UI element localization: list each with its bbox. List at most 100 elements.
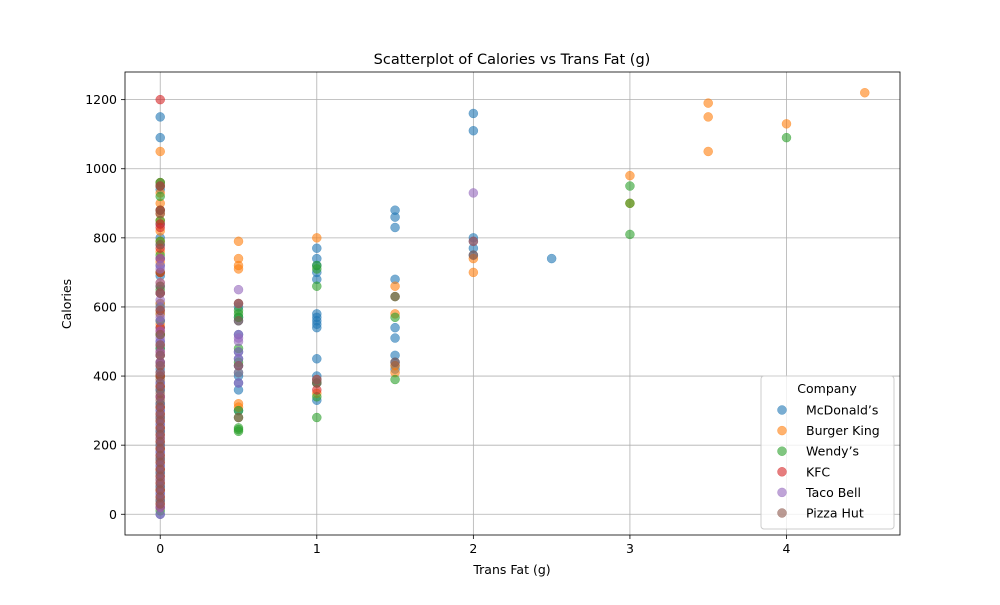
x-tick-label: 0 <box>156 541 164 556</box>
legend-title: Company <box>797 381 857 396</box>
data-point <box>155 340 165 350</box>
data-point <box>233 412 244 423</box>
data-point <box>703 112 713 122</box>
data-point <box>312 243 322 253</box>
y-axis-label: Calories <box>59 279 74 329</box>
y-tick-label: 0 <box>109 507 117 522</box>
data-point <box>233 426 244 437</box>
data-point <box>468 125 479 136</box>
data-point <box>233 284 244 295</box>
data-point <box>390 291 400 302</box>
data-point <box>781 132 792 143</box>
data-point <box>155 305 165 316</box>
data-point <box>155 191 165 202</box>
data-point <box>860 87 870 98</box>
y-tick-label: 200 <box>93 438 117 453</box>
data-point <box>155 181 165 191</box>
x-tick-label: 2 <box>469 541 477 556</box>
data-point <box>390 312 400 323</box>
data-point <box>625 181 635 191</box>
data-point <box>625 198 635 209</box>
legend-marker <box>777 425 787 436</box>
data-point <box>155 499 165 509</box>
legend-label: Pizza Hut <box>806 506 864 521</box>
legend-items: McDonald’s Burger King Wendy’s KFC Taco Bell… <box>777 403 880 521</box>
series-group <box>155 181 479 509</box>
legend-label: Wendy’s <box>806 444 859 459</box>
data-point <box>468 108 479 119</box>
grid <box>125 72 900 535</box>
data-point <box>312 264 322 274</box>
data-point <box>312 233 322 243</box>
data-point <box>155 509 165 520</box>
legend-marker <box>777 467 787 477</box>
data-point <box>468 250 479 260</box>
legend-box <box>760 375 895 530</box>
y-tick-label: 1200 <box>85 92 117 107</box>
data-point <box>155 350 165 361</box>
chart-title: Scatterplot of Calories vs Trans Fat (g) <box>374 52 651 68</box>
data-point <box>155 264 165 274</box>
legend-marker <box>777 405 787 415</box>
data-point <box>390 222 400 233</box>
legend-label: Taco Bell <box>805 485 861 500</box>
data-point <box>233 316 244 326</box>
x-tick-label: 3 <box>626 541 634 556</box>
data-point <box>390 333 400 343</box>
legend-label: Burger King <box>806 423 880 438</box>
data-point <box>233 298 244 309</box>
data-point <box>390 374 400 385</box>
data-point <box>155 112 165 122</box>
data-point <box>233 360 244 371</box>
data-point <box>155 208 165 219</box>
data-point <box>312 281 322 291</box>
data-point <box>155 288 165 298</box>
data-point <box>390 322 400 333</box>
data-point <box>155 316 165 326</box>
data-point <box>390 357 400 367</box>
data-point <box>233 236 244 247</box>
data-point <box>625 229 635 240</box>
data-point <box>312 354 322 364</box>
plot-frame <box>124 71 901 536</box>
legend-marker <box>777 446 787 456</box>
data-point <box>703 146 713 157</box>
y-tick-label: 1000 <box>85 161 117 176</box>
data-point <box>233 378 244 388</box>
data-point <box>312 322 322 333</box>
data-point <box>703 98 713 108</box>
x-tick-label: 1 <box>313 541 321 556</box>
series-group <box>155 108 557 520</box>
x-tick-label: 4 <box>783 541 791 556</box>
data-point <box>468 236 479 247</box>
data-point <box>546 253 557 264</box>
y-tick-label: 600 <box>93 299 117 314</box>
data-point <box>155 94 165 105</box>
data-point <box>390 212 400 222</box>
data-point <box>155 146 165 157</box>
data-point <box>155 240 165 250</box>
data-point <box>233 264 244 274</box>
data-point <box>468 188 479 198</box>
data-point <box>155 329 165 340</box>
x-axis-ticks: 0 1 2 3 4 <box>156 535 791 556</box>
legend-marker <box>777 487 787 498</box>
x-axis-label: Trans Fat (g) <box>472 562 550 577</box>
y-tick-label: 800 <box>93 230 117 245</box>
y-tick-label: 400 <box>93 369 117 384</box>
legend-marker <box>777 508 787 518</box>
data-point <box>155 222 165 233</box>
legend-label: KFC <box>806 464 830 479</box>
data-points <box>155 87 870 520</box>
data-point <box>312 412 322 423</box>
data-point <box>390 281 400 291</box>
y-axis-ticks: 0 200 400 600 800 1000 1200 <box>85 92 125 522</box>
legend-label: McDonald’s <box>806 403 878 418</box>
data-point <box>625 170 635 181</box>
data-point <box>312 378 322 388</box>
data-point <box>155 132 165 143</box>
data-point <box>781 119 792 129</box>
data-point <box>233 336 244 347</box>
